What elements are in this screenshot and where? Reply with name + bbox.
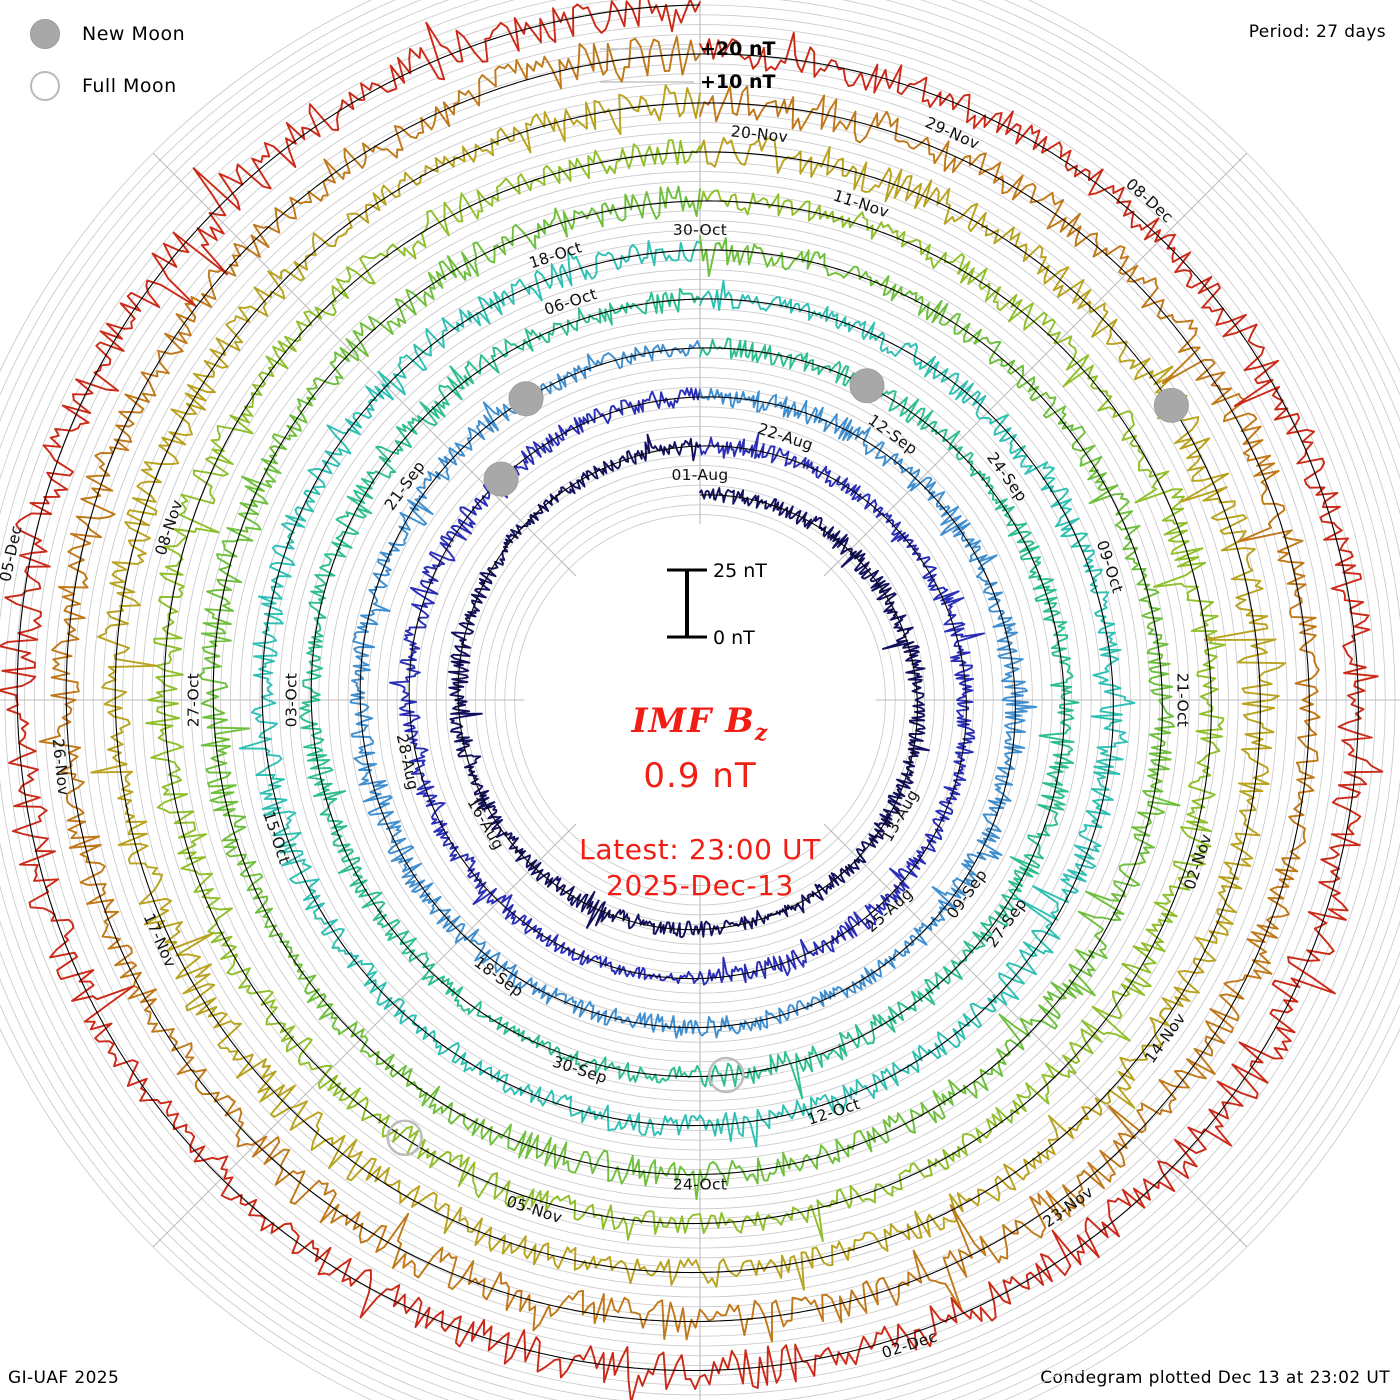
radial-axis-labels: +20 nT +10 nT: [600, 38, 776, 93]
date-tick-label: 11-Nov: [831, 187, 891, 222]
period-label: Period: 27 days: [1248, 22, 1386, 42]
legend-label-new-moon: New Moon: [82, 23, 186, 45]
full-moon-icon: [30, 71, 60, 101]
moon-phase-legend: New Moon Full Moon: [22, 8, 282, 112]
date-tick-label: 09-Oct: [1093, 538, 1127, 595]
date-tick-label: 02-Nov: [1181, 832, 1216, 892]
date-tick-label: 05-Dec: [0, 524, 26, 584]
radial-axis-tick-20nt: +20 nT: [700, 38, 776, 60]
date-tick-label: 29-Nov: [922, 113, 982, 153]
legend-item-new-moon: New Moon: [22, 8, 282, 60]
scale-bar: 25 nT 0 nT: [667, 560, 767, 649]
new-moon-icon: [30, 19, 60, 49]
date-tick-label: 25-Aug: [862, 884, 916, 936]
date-tick-label: 03-Oct: [282, 673, 300, 727]
credit-left: GI-UAF 2025: [8, 1368, 120, 1388]
date-tick-label: 18-Sep: [471, 953, 527, 1001]
scale-bar-label-top: 25 nT: [713, 560, 767, 582]
date-tick-label: 22-Aug: [756, 420, 816, 455]
moon-markers: [386, 368, 1189, 1157]
date-tick-label: 17-Nov: [140, 911, 180, 971]
legend-item-full-moon: Full Moon: [22, 60, 282, 112]
date-tick-label: 30-Oct: [673, 221, 727, 239]
scale-bar-label-bottom: 0 nT: [713, 627, 755, 649]
date-tick-label: 27-Oct: [184, 673, 202, 727]
date-tick-label: 21-Oct: [1173, 673, 1191, 727]
date-tick-label: 24-Oct: [673, 1176, 727, 1194]
credit-right: Condegram plotted Dec 13 at 23:02 UT: [1040, 1368, 1390, 1388]
date-tick-label: 26-Nov: [49, 738, 73, 797]
baselines: [16, 4, 1359, 1372]
legend-label-full-moon: Full Moon: [82, 75, 177, 97]
date-tick-label: 20-Nov: [730, 122, 789, 146]
radial-axis-tick-10nt: +10 nT: [700, 71, 776, 93]
date-tick-label: 01-Aug: [671, 466, 728, 484]
date-tick-label: 08-Nov: [152, 497, 187, 557]
